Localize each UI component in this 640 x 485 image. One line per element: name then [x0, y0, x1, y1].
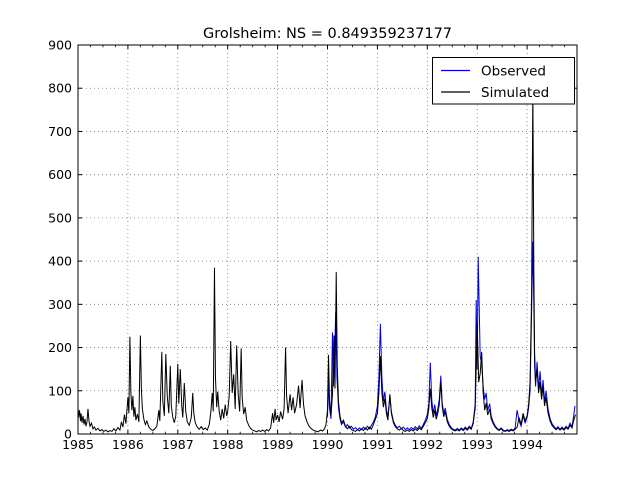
legend: Observed Simulated — [432, 57, 575, 105]
y-tick-label: 500 — [48, 210, 72, 225]
legend-box — [432, 57, 575, 105]
axes-spines — [77, 44, 578, 435]
legend-label-simulated: Simulated — [481, 85, 549, 101]
y-tick-label: 900 — [48, 38, 72, 53]
x-tick-label: 1986 — [112, 437, 144, 452]
y-tick-label: 300 — [48, 297, 72, 312]
x-tick-label: 1989 — [262, 437, 294, 452]
x-tick-label: 1988 — [212, 437, 244, 452]
x-tick-label: 1990 — [312, 437, 344, 452]
series-line-simulated — [77, 88, 576, 433]
x-tick-label: 1987 — [162, 437, 194, 452]
y-tick-label: 0 — [64, 427, 72, 442]
y-tick-label: 800 — [48, 81, 72, 96]
y-tick-label: 700 — [48, 124, 72, 139]
x-tick-label: 1985 — [62, 437, 94, 452]
x-tick-label: 1994 — [511, 437, 543, 452]
y-tick-label: 400 — [48, 254, 72, 269]
y-tick-label: 200 — [48, 340, 72, 355]
series-line-observed — [327, 241, 576, 432]
y-tick-label: 100 — [48, 383, 72, 398]
plot-area: 1985 1986 1987 1988 1989 1990 1991 1992 1993 1994… — [48, 38, 578, 452]
x-tick-label: 1993 — [461, 437, 493, 452]
x-tick-label: 1992 — [411, 437, 443, 452]
legend-label-observed: Observed — [481, 64, 546, 80]
chart-title: Grolsheim: NS = 0.849359237177 — [203, 26, 452, 42]
y-tick-label: 600 — [48, 167, 72, 182]
x-tick-label: 1991 — [361, 437, 393, 452]
